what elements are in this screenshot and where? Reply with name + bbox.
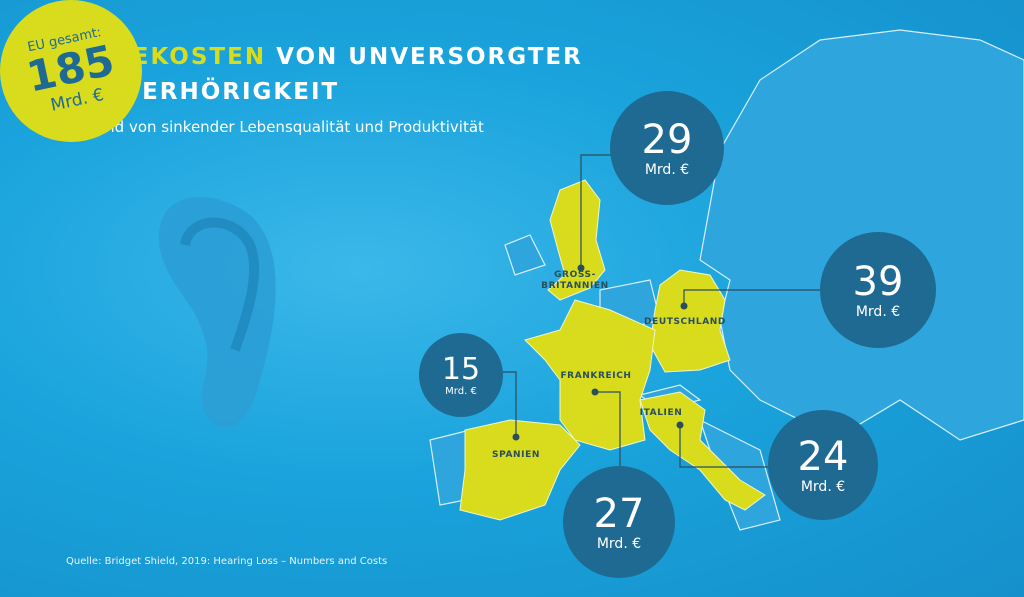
ear-image (158, 197, 276, 428)
value-bubble-germany: 39 Mrd. € (820, 232, 936, 348)
country-italy (639, 391, 766, 511)
label-italy: ITALIEN (639, 408, 683, 418)
source-note: Quelle: Bridget Shield, 2019: Hearing Lo… (66, 556, 388, 567)
subtitle: aufgrund von sinkender Lebensqualität un… (56, 118, 484, 136)
location-dots (512, 264, 688, 441)
leader-lines (502, 154, 820, 470)
value-bubble-great-britain: 29 Mrd. € (610, 91, 724, 205)
label-spain: SPANIEN (492, 450, 540, 460)
label-great-britain: GROSS- BRITANNIEN (541, 270, 609, 291)
country-france (524, 299, 656, 451)
label-germany: DEUTSCHLAND (644, 317, 726, 327)
value-bubble-france: 27 Mrd. € (563, 466, 675, 578)
value-bubble-spain: 15 Mrd. € (419, 333, 503, 417)
country-great-britain (547, 179, 606, 301)
value-bubble-italy: 24 Mrd. € (768, 410, 878, 520)
country-spain (459, 419, 581, 521)
label-france: FRANKREICH (560, 371, 632, 381)
